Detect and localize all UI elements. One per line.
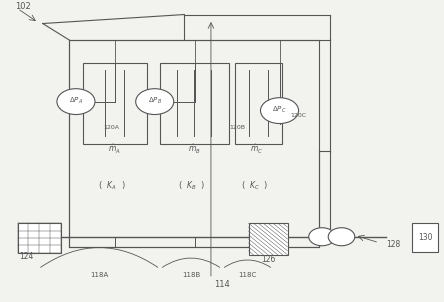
- Text: $\Delta P_B$: $\Delta P_B$: [148, 96, 162, 106]
- Text: $K_B$: $K_B$: [186, 179, 196, 192]
- Text: $K_C$: $K_C$: [249, 179, 259, 192]
- Circle shape: [136, 89, 174, 114]
- Bar: [235, 63, 282, 144]
- Bar: [83, 63, 147, 144]
- Text: 126: 126: [261, 255, 275, 264]
- Text: (: (: [178, 181, 181, 190]
- Text: 114: 114: [214, 280, 230, 289]
- Text: 128: 128: [386, 240, 400, 249]
- Text: 120A: 120A: [103, 125, 119, 130]
- Text: $K_A$: $K_A$: [106, 179, 116, 192]
- Bar: [412, 223, 438, 252]
- Bar: [17, 223, 61, 253]
- Text: ): ): [264, 181, 267, 190]
- Text: ): ): [201, 181, 204, 190]
- Bar: [69, 40, 319, 247]
- Circle shape: [261, 98, 298, 124]
- Circle shape: [328, 228, 355, 246]
- Text: 118C: 118C: [238, 272, 257, 278]
- Bar: [160, 63, 229, 144]
- Circle shape: [309, 228, 335, 246]
- Text: 120B: 120B: [229, 125, 245, 130]
- Bar: [249, 223, 288, 255]
- Text: 118B: 118B: [182, 272, 200, 278]
- Text: 102: 102: [15, 2, 31, 11]
- Text: (: (: [241, 181, 244, 190]
- Text: $\dot{m}_B$: $\dot{m}_B$: [188, 143, 201, 156]
- Text: 130: 130: [418, 233, 432, 242]
- Text: $\Delta P_C$: $\Delta P_C$: [272, 104, 287, 115]
- Text: ): ): [121, 181, 124, 190]
- Text: $\dot{m}_C$: $\dot{m}_C$: [250, 143, 263, 156]
- Text: 118A: 118A: [90, 272, 108, 278]
- Text: $\dot{m}_A$: $\dot{m}_A$: [108, 143, 121, 156]
- Text: 120C: 120C: [291, 113, 307, 117]
- Circle shape: [57, 89, 95, 114]
- Text: $\Delta P_A$: $\Delta P_A$: [69, 96, 83, 106]
- Text: 124: 124: [19, 252, 34, 261]
- Text: (: (: [98, 181, 101, 190]
